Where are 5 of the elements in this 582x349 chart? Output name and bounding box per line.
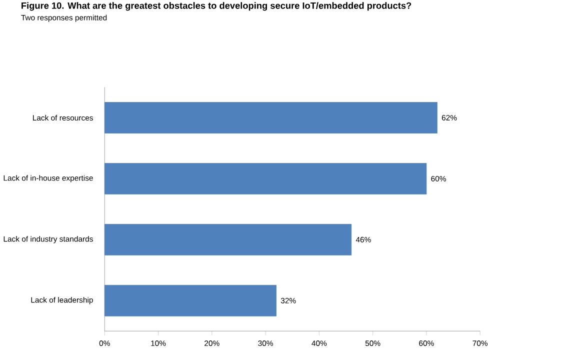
bar — [104, 102, 438, 134]
chart-title: Figure 10. What are the greatest obstacles to developing secure IoT/embedded products? — [22, 2, 412, 11]
bar — [104, 162, 427, 194]
bar — [104, 224, 352, 256]
bar — [104, 284, 276, 316]
